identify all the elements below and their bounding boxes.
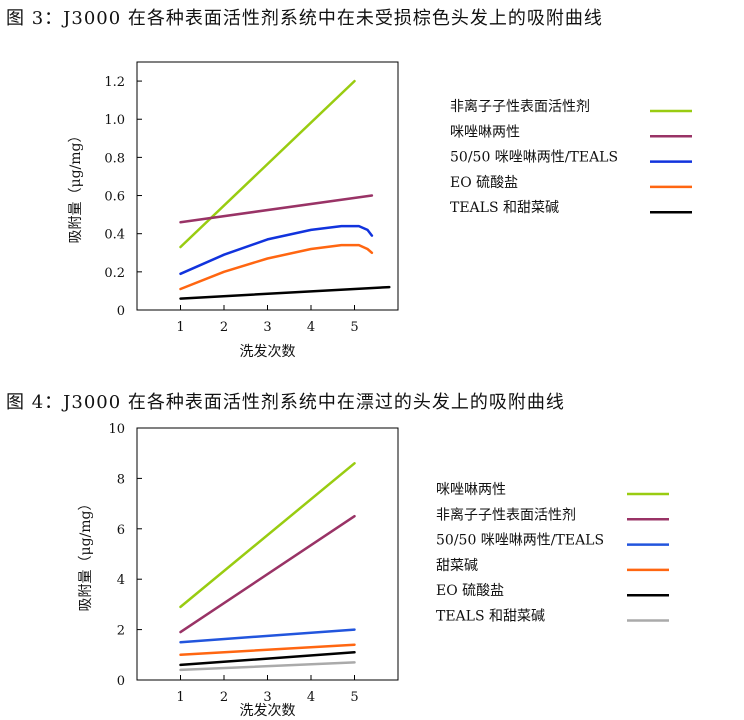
series-line [179, 651, 356, 667]
plot-frame [136, 427, 399, 681]
series-line [179, 661, 356, 672]
x-tick-label: 1 [176, 690, 184, 705]
y-tick-label: 1.0 [104, 113, 125, 128]
series-line [179, 643, 356, 657]
series-line [179, 628, 356, 644]
x-tick-label: 3 [263, 320, 271, 335]
x-axis-title: 洗发次数 [240, 344, 296, 360]
y-tick-label: 4 [117, 573, 125, 588]
x-axis-title: 洗发次数 [240, 703, 296, 719]
y-axis-title: 吸附量（μg/mg） [68, 128, 84, 243]
y-tick-label: 0.8 [104, 151, 125, 166]
y-tick-label: 2 [117, 624, 125, 639]
y-tick-label: 10 [108, 422, 125, 437]
legend-label: EO 硫酸盐 [450, 175, 518, 191]
x-tick-label: 4 [307, 690, 315, 705]
figure-3-caption: 图 3：J3000 在各种表面活性剂系统中在未受损棕色头发上的吸附曲线 [6, 8, 603, 29]
legend-label: 甜菜碱 [436, 558, 478, 574]
y-tick-label: 0 [117, 304, 125, 319]
y-tick-label: 0 [117, 674, 125, 689]
plot-frame [136, 61, 399, 311]
y-tick-label: 1.2 [104, 75, 125, 90]
x-tick-label: 5 [350, 690, 358, 705]
legend-label: 咪唑啉两性 [436, 482, 506, 498]
legend-label: TEALS 和甜菜碱 [450, 200, 559, 216]
y-tick-label: 0.6 [104, 190, 125, 205]
legend-label: 50/50 咪唑啉两性/TEALS [450, 150, 618, 166]
y-tick-label: 0.2 [104, 266, 125, 281]
legend-label: TEALS 和甜菜碱 [436, 609, 545, 625]
legend-label: 非离子子性表面活性剂 [450, 98, 590, 115]
series-line [179, 224, 374, 276]
series-line [179, 243, 374, 291]
x-tick-label: 3 [263, 690, 271, 705]
x-tick-label: 4 [307, 320, 315, 335]
x-tick-label: 5 [350, 320, 358, 335]
series-line [179, 462, 356, 609]
figure-4-caption: 图 4：J3000 在各种表面活性剂系统中在漂过的头发上的吸附曲线 [6, 392, 565, 413]
x-tick-label: 2 [220, 320, 228, 335]
series-line [179, 79, 356, 249]
legend-label: EO 硫酸盐 [436, 583, 504, 599]
y-tick-label: 8 [117, 472, 125, 487]
series-line [179, 514, 356, 634]
legend-label: 非离子子性表面活性剂 [436, 506, 576, 523]
y-tick-label: 0.4 [104, 228, 125, 243]
x-tick-label: 1 [176, 320, 184, 335]
legend-label: 50/50 咪唑啉两性/TEALS [436, 533, 604, 549]
series-line [179, 285, 391, 300]
y-axis-title: 吸附量（μg/mg） [78, 496, 94, 611]
y-tick-label: 6 [117, 523, 125, 538]
legend-label: 咪唑啉两性 [450, 124, 520, 140]
x-tick-label: 2 [220, 690, 228, 705]
series-line [179, 194, 374, 224]
